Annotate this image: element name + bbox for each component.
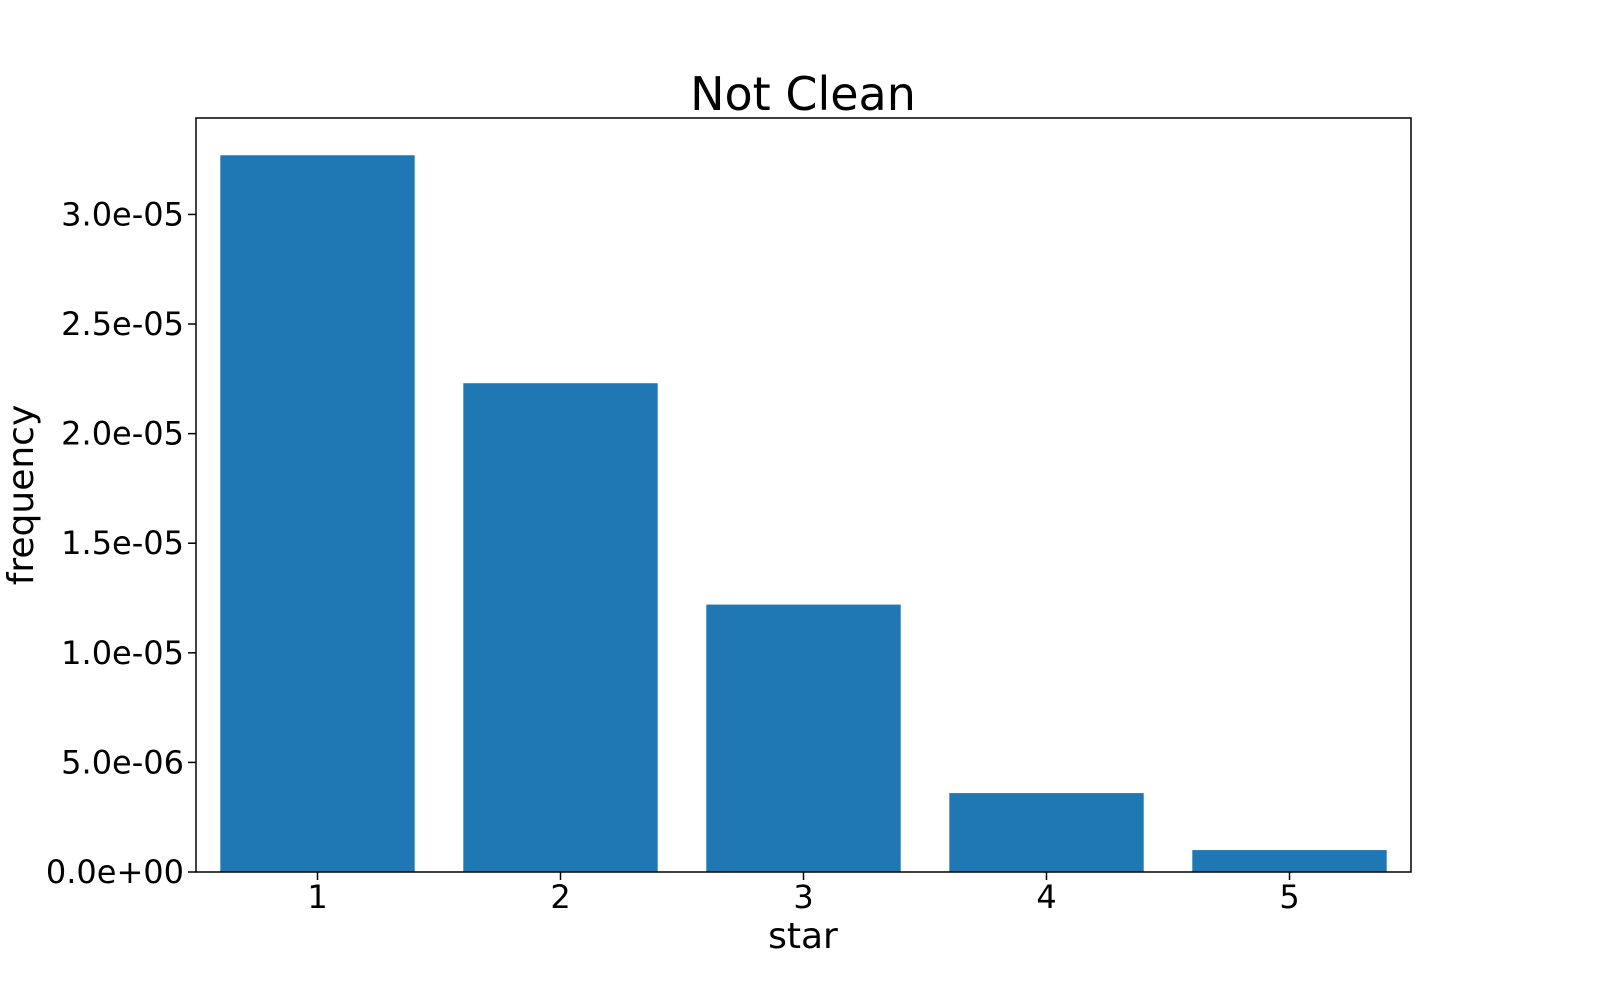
chart-title: Not Clean bbox=[690, 67, 916, 121]
plot-area bbox=[220, 155, 1387, 873]
y-axis: 0.0e+00 5.0e-06 1.0e-05 1.5e-05 2.0e-05 2.5e-… bbox=[46, 195, 196, 891]
y-tick-label: 1.5e-05 bbox=[61, 524, 184, 562]
y-tick-label: 3.0e-05 bbox=[61, 195, 184, 233]
bar-4 bbox=[949, 793, 1144, 872]
x-axis-label: star bbox=[768, 916, 838, 957]
y-tick-label: 2.0e-05 bbox=[61, 415, 184, 453]
x-tick-label: 2 bbox=[550, 878, 570, 916]
bar-5 bbox=[1192, 850, 1387, 872]
bar-2 bbox=[463, 383, 658, 872]
y-axis-label: frequency bbox=[1, 405, 42, 586]
y-tick-label: 0.0e+00 bbox=[46, 853, 184, 891]
bar-1 bbox=[220, 155, 415, 873]
y-tick-label: 5.0e-06 bbox=[61, 743, 184, 781]
y-tick-label: 2.5e-05 bbox=[61, 305, 184, 343]
bar-3 bbox=[706, 604, 901, 872]
x-tick-label: 5 bbox=[1279, 878, 1299, 916]
x-tick-label: 4 bbox=[1036, 878, 1056, 916]
x-axis: 1 2 3 4 5 bbox=[307, 872, 1300, 916]
x-tick-label: 1 bbox=[307, 878, 327, 916]
x-tick-label: 3 bbox=[793, 878, 813, 916]
y-tick-label: 1.0e-05 bbox=[61, 634, 184, 672]
